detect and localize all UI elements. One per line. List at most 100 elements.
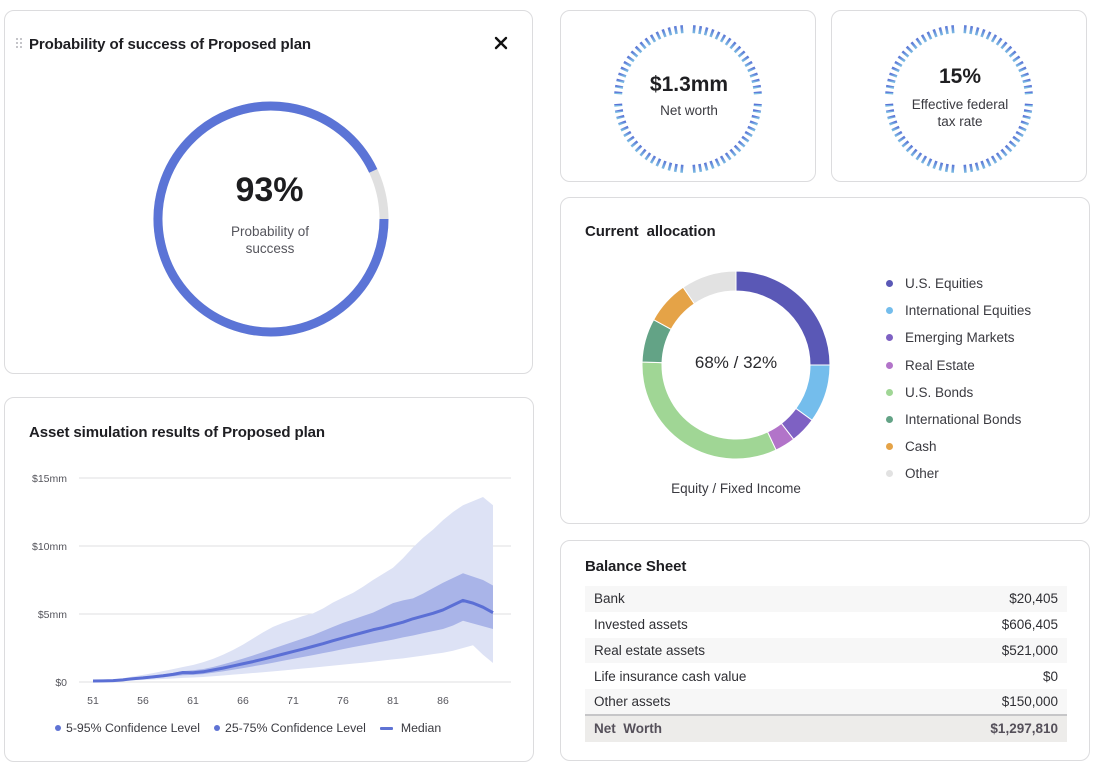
median-line: [92, 598, 494, 683]
ring-tick: [1020, 72, 1029, 78]
tax-rate-value: 15%: [938, 65, 982, 88]
ring-tick: [729, 41, 737, 50]
probability-gauge: [153, 101, 389, 337]
legend-label: 5-95% Confidence Level: [66, 721, 200, 735]
legend-item-median[interactable]: Median: [379, 721, 441, 735]
ring-tick: [752, 84, 762, 89]
allocation-donut: [641, 270, 831, 460]
total-label: Net Worth: [585, 713, 906, 742]
ring-tick: [655, 31, 662, 40]
ring-tick: [926, 31, 933, 40]
ring-tick: [944, 25, 949, 35]
ring-tick: [749, 72, 758, 78]
ring-tick: [649, 155, 657, 164]
ring-tick: [985, 31, 992, 40]
net-worth-ring: [614, 25, 762, 173]
ring-tick: [644, 37, 652, 46]
table-row: Bank $20,405: [585, 586, 1067, 612]
ring-tick: [915, 37, 923, 46]
ring-tick: [1004, 144, 1013, 153]
legend-item[interactable]: Cash: [886, 433, 1031, 460]
ring-tick: [744, 60, 753, 68]
ring-tick: [901, 140, 910, 148]
ring-tick: [1023, 84, 1033, 89]
legend-label: Emerging Markets: [905, 330, 1015, 346]
ring-tick: [733, 45, 742, 54]
row-amount: $521,000: [905, 637, 1067, 664]
ring-tick: [692, 164, 696, 173]
ring-tick: [885, 109, 895, 114]
ring-tick: [661, 160, 667, 169]
donut-slice-u-s-equities[interactable]: [735, 270, 831, 366]
drag-handle-icon[interactable]: [16, 38, 24, 50]
row-label: Real estate assets: [585, 637, 906, 664]
donut-slice-other[interactable]: [682, 270, 737, 305]
legend-item[interactable]: U.S. Bonds: [886, 379, 1031, 406]
y-tick-label: $10mm: [32, 541, 67, 553]
ring-tick: [938, 162, 944, 171]
ring-tick: [639, 148, 647, 157]
ring-tick: [1012, 55, 1021, 63]
ring-tick: [1024, 91, 1033, 95]
legend-item[interactable]: Real Estate: [886, 352, 1031, 379]
ring-tick: [729, 148, 737, 157]
probability-card: Probability of success of Proposed plan …: [4, 10, 533, 374]
ring-tick: [752, 109, 762, 114]
ring-tick: [753, 103, 762, 107]
ring-tick: [920, 155, 928, 164]
close-button[interactable]: [491, 33, 511, 53]
legend-item[interactable]: Emerging Markets: [886, 324, 1031, 351]
legend-item-outer-band[interactable]: 5-95% Confidence Level: [55, 721, 200, 735]
ring-tick: [667, 27, 673, 36]
ring-tick: [626, 55, 635, 63]
x-tick-label: 76: [337, 695, 349, 707]
ring-tick: [905, 144, 914, 153]
legend-dot: [214, 725, 220, 731]
ring-tick: [1004, 45, 1013, 54]
ring-tick: [974, 162, 980, 171]
ring-tick: [985, 158, 992, 167]
ring-tick: [644, 152, 652, 161]
legend-dot: [886, 470, 893, 478]
legend-item[interactable]: International Bonds: [886, 406, 1031, 433]
ring-tick: [1000, 148, 1008, 157]
ring-tick: [673, 25, 678, 35]
probability-caption: Probability of success: [230, 224, 310, 256]
probability-value: 93%: [235, 171, 304, 209]
legend-label: Cash: [905, 439, 937, 455]
legend-item[interactable]: Other: [886, 460, 1031, 487]
ring-tick: [744, 130, 753, 138]
ring-tick: [747, 125, 756, 132]
total-amount: $1,297,810: [905, 713, 1067, 742]
ring-tick: [885, 91, 894, 95]
simulation-card: $0 $5mm $10mm $15mm 51 56 61 66 71 76 81 86 Asset s…: [4, 397, 534, 762]
total-row: Net Worth $1,297,810: [585, 713, 1067, 742]
ring-tick: [747, 66, 756, 73]
y-tick-label: $15mm: [32, 473, 67, 485]
ring-tick: [1015, 60, 1024, 68]
legend-item[interactable]: International Equities: [886, 297, 1031, 324]
ring-tick: [951, 164, 955, 173]
net-worth-card: $1.3mm Net worth: [560, 10, 816, 182]
x-tick-label: 86: [437, 695, 449, 707]
ring-tick: [905, 45, 914, 54]
ring-tick: [661, 29, 667, 38]
legend-item[interactable]: U.S. Equities: [886, 270, 1031, 297]
ring-tick: [891, 125, 900, 132]
ring-tick: [1018, 66, 1027, 73]
ring-tick: [980, 29, 986, 38]
table-row: Other assets $150,000: [585, 689, 1067, 715]
ring-tick: [1012, 135, 1021, 143]
ring-tick: [891, 66, 900, 73]
ring-tick: [673, 163, 678, 173]
ring-tick: [623, 130, 632, 138]
y-tick-label: $0: [55, 677, 67, 689]
ring-tick: [724, 152, 732, 161]
ring-tick: [724, 37, 732, 46]
ring-tick: [944, 163, 949, 173]
x-tick-label: 81: [387, 695, 399, 707]
ring-tick: [614, 91, 623, 95]
donut-slice-u-s-bonds[interactable]: [641, 361, 777, 460]
row-amount: $150,000: [905, 689, 1067, 715]
legend-item-inner-band[interactable]: 25-75% Confidence Level: [214, 721, 366, 735]
